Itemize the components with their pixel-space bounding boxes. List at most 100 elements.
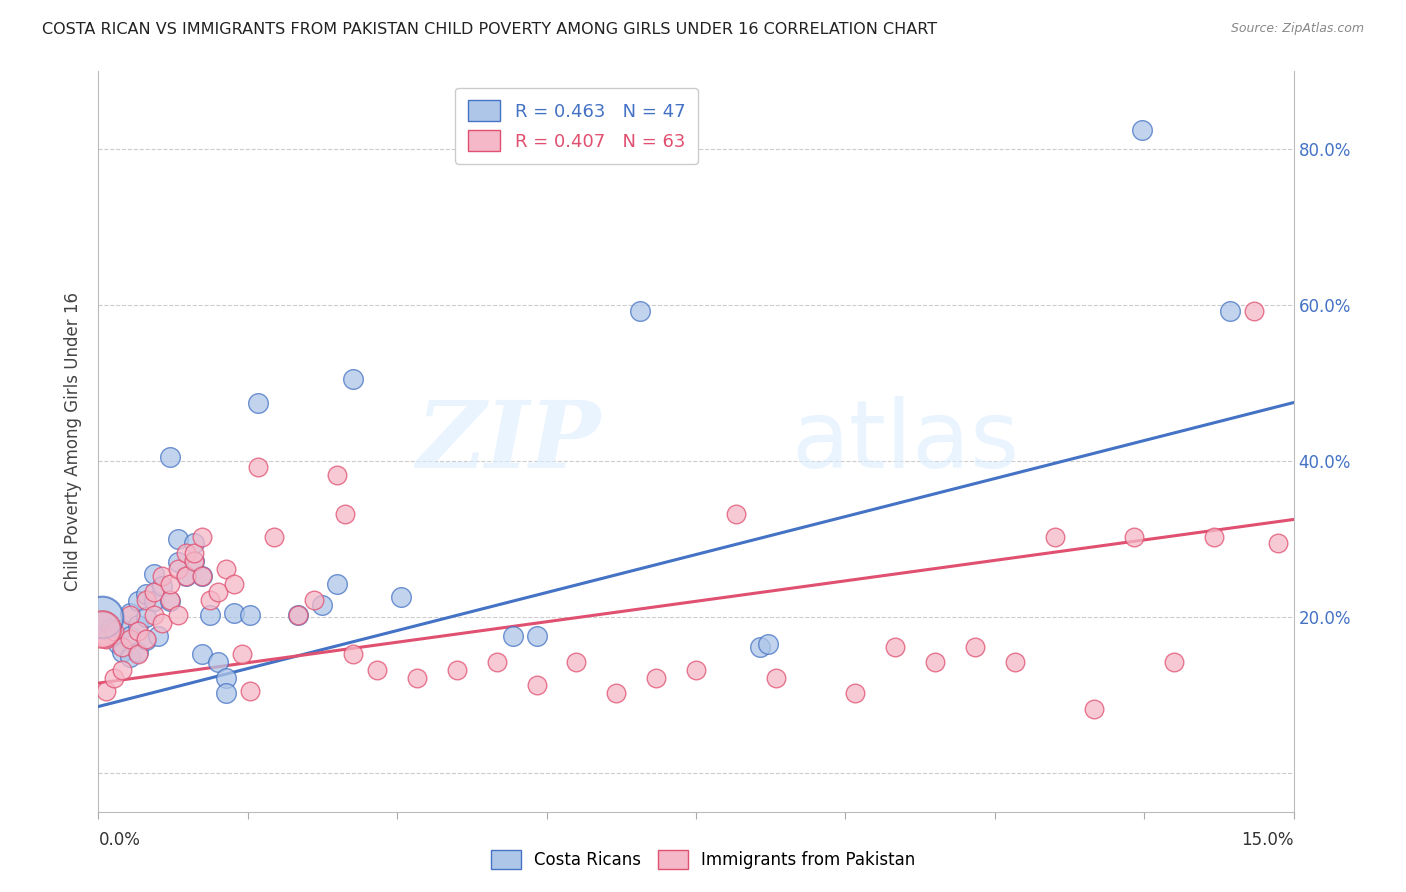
Point bbox=[565, 655, 588, 669]
Point bbox=[326, 468, 349, 483]
Point bbox=[198, 608, 221, 623]
Point bbox=[167, 561, 190, 575]
Point bbox=[96, 632, 118, 646]
Point bbox=[111, 663, 134, 677]
Point bbox=[748, 640, 770, 654]
Text: COSTA RICAN VS IMMIGRANTS FROM PAKISTAN CHILD POVERTY AMONG GIRLS UNDER 16 CORRE: COSTA RICAN VS IMMIGRANTS FROM PAKISTAN … bbox=[42, 22, 938, 37]
Point bbox=[143, 567, 166, 582]
Point bbox=[1163, 655, 1185, 669]
Point bbox=[884, 640, 907, 654]
Legend: Costa Ricans, Immigrants from Pakistan: Costa Ricans, Immigrants from Pakistan bbox=[481, 840, 925, 880]
Point bbox=[215, 686, 238, 700]
Point bbox=[1243, 304, 1265, 318]
Point bbox=[1202, 530, 1225, 544]
Point bbox=[135, 633, 157, 648]
Point bbox=[1219, 304, 1241, 318]
Point bbox=[159, 592, 181, 607]
Point bbox=[263, 530, 285, 544]
Point bbox=[239, 608, 262, 623]
Point bbox=[103, 671, 125, 685]
Point bbox=[150, 569, 173, 583]
Point bbox=[342, 372, 364, 386]
Point bbox=[191, 569, 214, 583]
Point bbox=[287, 608, 309, 623]
Point bbox=[94, 614, 117, 628]
Point bbox=[605, 686, 627, 700]
Point bbox=[159, 450, 181, 464]
Point bbox=[302, 592, 325, 607]
Y-axis label: Child Poverty Among Girls Under 16: Child Poverty Among Girls Under 16 bbox=[63, 292, 82, 591]
Point bbox=[685, 663, 707, 677]
Point bbox=[724, 507, 747, 521]
Point bbox=[628, 304, 651, 318]
Text: atlas: atlas bbox=[792, 395, 1019, 488]
Point bbox=[191, 648, 214, 662]
Point bbox=[167, 555, 190, 569]
Point bbox=[207, 655, 229, 669]
Point bbox=[96, 684, 118, 698]
Point bbox=[127, 648, 149, 662]
Point bbox=[1043, 530, 1066, 544]
Point bbox=[135, 592, 157, 607]
Point bbox=[91, 622, 114, 636]
Point bbox=[167, 608, 190, 623]
Point bbox=[406, 671, 429, 685]
Point bbox=[756, 637, 779, 651]
Point bbox=[183, 536, 205, 550]
Point bbox=[502, 629, 524, 643]
Point bbox=[215, 561, 238, 575]
Point bbox=[135, 632, 157, 646]
Legend: R = 0.463   N = 47, R = 0.407   N = 63: R = 0.463 N = 47, R = 0.407 N = 63 bbox=[456, 87, 697, 164]
Text: ZIP: ZIP bbox=[416, 397, 600, 486]
Point bbox=[183, 554, 205, 568]
Point bbox=[159, 577, 181, 591]
Point bbox=[183, 546, 205, 560]
Point bbox=[765, 671, 787, 685]
Text: 0.0%: 0.0% bbox=[98, 831, 141, 849]
Point bbox=[111, 622, 134, 636]
Point bbox=[446, 663, 468, 677]
Point bbox=[91, 610, 114, 624]
Point bbox=[127, 617, 149, 632]
Point bbox=[389, 591, 412, 605]
Point bbox=[246, 460, 269, 475]
Point bbox=[1130, 123, 1153, 137]
Point bbox=[167, 532, 190, 546]
Point bbox=[127, 624, 149, 638]
Point bbox=[98, 622, 122, 636]
Point bbox=[239, 684, 262, 698]
Point bbox=[1123, 530, 1146, 544]
Point bbox=[150, 616, 173, 631]
Point bbox=[645, 671, 668, 685]
Point bbox=[120, 608, 142, 623]
Point bbox=[120, 632, 142, 646]
Point bbox=[222, 577, 245, 591]
Point bbox=[150, 579, 173, 593]
Point bbox=[111, 640, 134, 654]
Point bbox=[191, 569, 214, 583]
Point bbox=[526, 678, 548, 692]
Point bbox=[366, 663, 388, 677]
Point bbox=[198, 592, 221, 607]
Point bbox=[924, 655, 946, 669]
Point bbox=[103, 624, 125, 638]
Point bbox=[207, 585, 229, 599]
Text: Source: ZipAtlas.com: Source: ZipAtlas.com bbox=[1230, 22, 1364, 36]
Point bbox=[844, 686, 866, 700]
Point bbox=[174, 569, 197, 583]
Point bbox=[215, 671, 238, 685]
Point bbox=[311, 598, 333, 612]
Point bbox=[287, 608, 309, 623]
Point bbox=[174, 546, 197, 560]
Point bbox=[143, 594, 166, 608]
Point bbox=[526, 629, 548, 643]
Point bbox=[107, 637, 129, 651]
Point bbox=[135, 610, 157, 624]
Point bbox=[94, 629, 117, 643]
Point bbox=[1004, 655, 1026, 669]
Point bbox=[1083, 702, 1105, 716]
Point bbox=[342, 648, 364, 662]
Point bbox=[127, 594, 149, 608]
Point bbox=[335, 507, 357, 521]
Point bbox=[111, 645, 134, 659]
